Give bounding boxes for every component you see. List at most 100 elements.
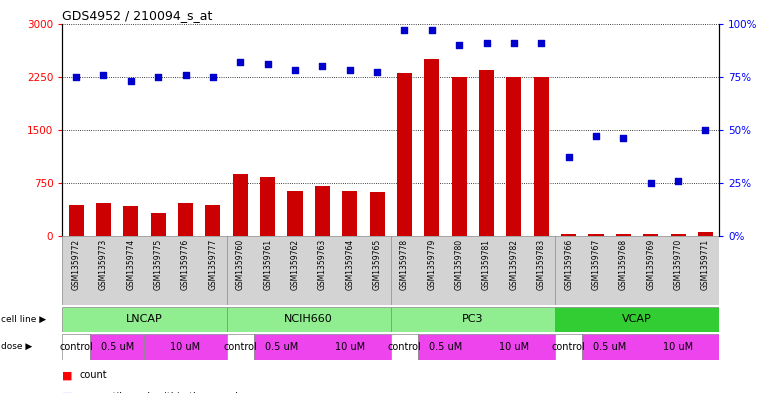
Point (590, 133, 602, 139)
Text: GSM1359774: GSM1359774 (126, 239, 135, 290)
Text: GSM1359779: GSM1359779 (428, 239, 436, 290)
Text: 10 uM: 10 uM (499, 342, 529, 352)
Bar (123, 206, 139, 236)
Point (234, 59, 247, 65)
Text: 10 uM: 10 uM (335, 342, 365, 352)
Text: GSM1359776: GSM1359776 (181, 239, 190, 290)
Bar (643, 234, 658, 236)
Text: control: control (387, 342, 422, 352)
Text: GSM1359782: GSM1359782 (509, 239, 518, 290)
Text: GSM1359775: GSM1359775 (154, 239, 163, 290)
Text: cell line ▶: cell line ▶ (1, 315, 46, 324)
Text: GSM1359770: GSM1359770 (673, 239, 683, 290)
Text: GSM1359766: GSM1359766 (564, 239, 573, 290)
Bar (68, 206, 84, 236)
Bar (205, 205, 221, 236)
Bar (62, 334, 90, 360)
Text: control: control (59, 342, 93, 352)
Point (508, 40, 520, 46)
Point (453, 42, 465, 48)
Point (398, 27, 410, 33)
Bar (227, 307, 391, 332)
Text: GSM1359780: GSM1359780 (454, 239, 463, 290)
Point (262, 61, 274, 67)
Text: GSM1359783: GSM1359783 (537, 239, 546, 290)
Text: GSM1359769: GSM1359769 (646, 239, 655, 290)
Text: NCIH660: NCIH660 (285, 314, 333, 324)
Bar (588, 234, 603, 236)
Text: VCAP: VCAP (622, 314, 652, 324)
Point (645, 180, 657, 186)
Text: 0.5 uM: 0.5 uM (429, 342, 462, 352)
Point (344, 67, 356, 73)
Text: GSM1359768: GSM1359768 (619, 239, 628, 290)
Text: GSM1359777: GSM1359777 (209, 239, 218, 290)
Bar (637, 334, 719, 360)
Bar (561, 234, 576, 236)
Bar (391, 334, 418, 360)
Bar (670, 234, 686, 236)
Text: GSM1359771: GSM1359771 (701, 239, 710, 290)
Bar (452, 77, 466, 236)
Bar (582, 334, 637, 360)
Text: control: control (224, 342, 257, 352)
Point (152, 73, 164, 80)
Point (180, 72, 192, 78)
Text: 0.5 uM: 0.5 uM (265, 342, 298, 352)
Bar (62, 307, 227, 332)
Point (97, 72, 110, 78)
Bar (90, 334, 145, 360)
Bar (145, 334, 227, 360)
Text: GSM1359761: GSM1359761 (263, 239, 272, 290)
Text: count: count (79, 370, 107, 380)
Bar (370, 192, 384, 236)
Point (535, 40, 547, 46)
Text: LNCAP: LNCAP (126, 314, 163, 324)
Bar (233, 174, 248, 236)
Point (617, 135, 629, 141)
Text: GSM1359772: GSM1359772 (72, 239, 81, 290)
Text: GSM1359773: GSM1359773 (99, 239, 108, 290)
Bar (227, 334, 254, 360)
Text: percentile rank within the sample: percentile rank within the sample (79, 392, 244, 393)
Bar (254, 334, 309, 360)
Bar (506, 77, 521, 236)
Point (699, 127, 712, 133)
Point (562, 154, 575, 160)
Text: GSM1359778: GSM1359778 (400, 239, 409, 290)
Bar (418, 334, 473, 360)
Bar (425, 59, 439, 236)
Text: dose ▶: dose ▶ (1, 342, 32, 351)
Point (672, 178, 684, 184)
Bar (555, 334, 582, 360)
Point (207, 73, 219, 80)
Text: 10 uM: 10 uM (170, 342, 201, 352)
Text: GSM1359765: GSM1359765 (373, 239, 381, 290)
Point (70, 73, 82, 80)
Text: GSM1359767: GSM1359767 (591, 239, 600, 290)
Bar (288, 191, 303, 236)
Bar (698, 232, 713, 236)
Bar (342, 191, 357, 236)
Bar (315, 186, 330, 236)
Bar (178, 203, 193, 236)
Point (371, 69, 384, 75)
Bar (479, 70, 494, 236)
Text: 10 uM: 10 uM (663, 342, 693, 352)
Bar (260, 177, 275, 236)
Text: GSM1359762: GSM1359762 (291, 239, 300, 290)
Bar (96, 202, 111, 236)
Point (125, 78, 137, 84)
Text: GSM1359763: GSM1359763 (318, 239, 327, 290)
Bar (533, 77, 549, 236)
Point (425, 27, 438, 33)
Text: GSM1359781: GSM1359781 (482, 239, 491, 290)
Bar (309, 334, 391, 360)
Bar (473, 334, 555, 360)
Point (289, 67, 301, 73)
Text: PC3: PC3 (462, 314, 484, 324)
Bar (555, 307, 719, 332)
Bar (151, 213, 166, 236)
Bar (616, 234, 631, 236)
Point (480, 40, 492, 46)
